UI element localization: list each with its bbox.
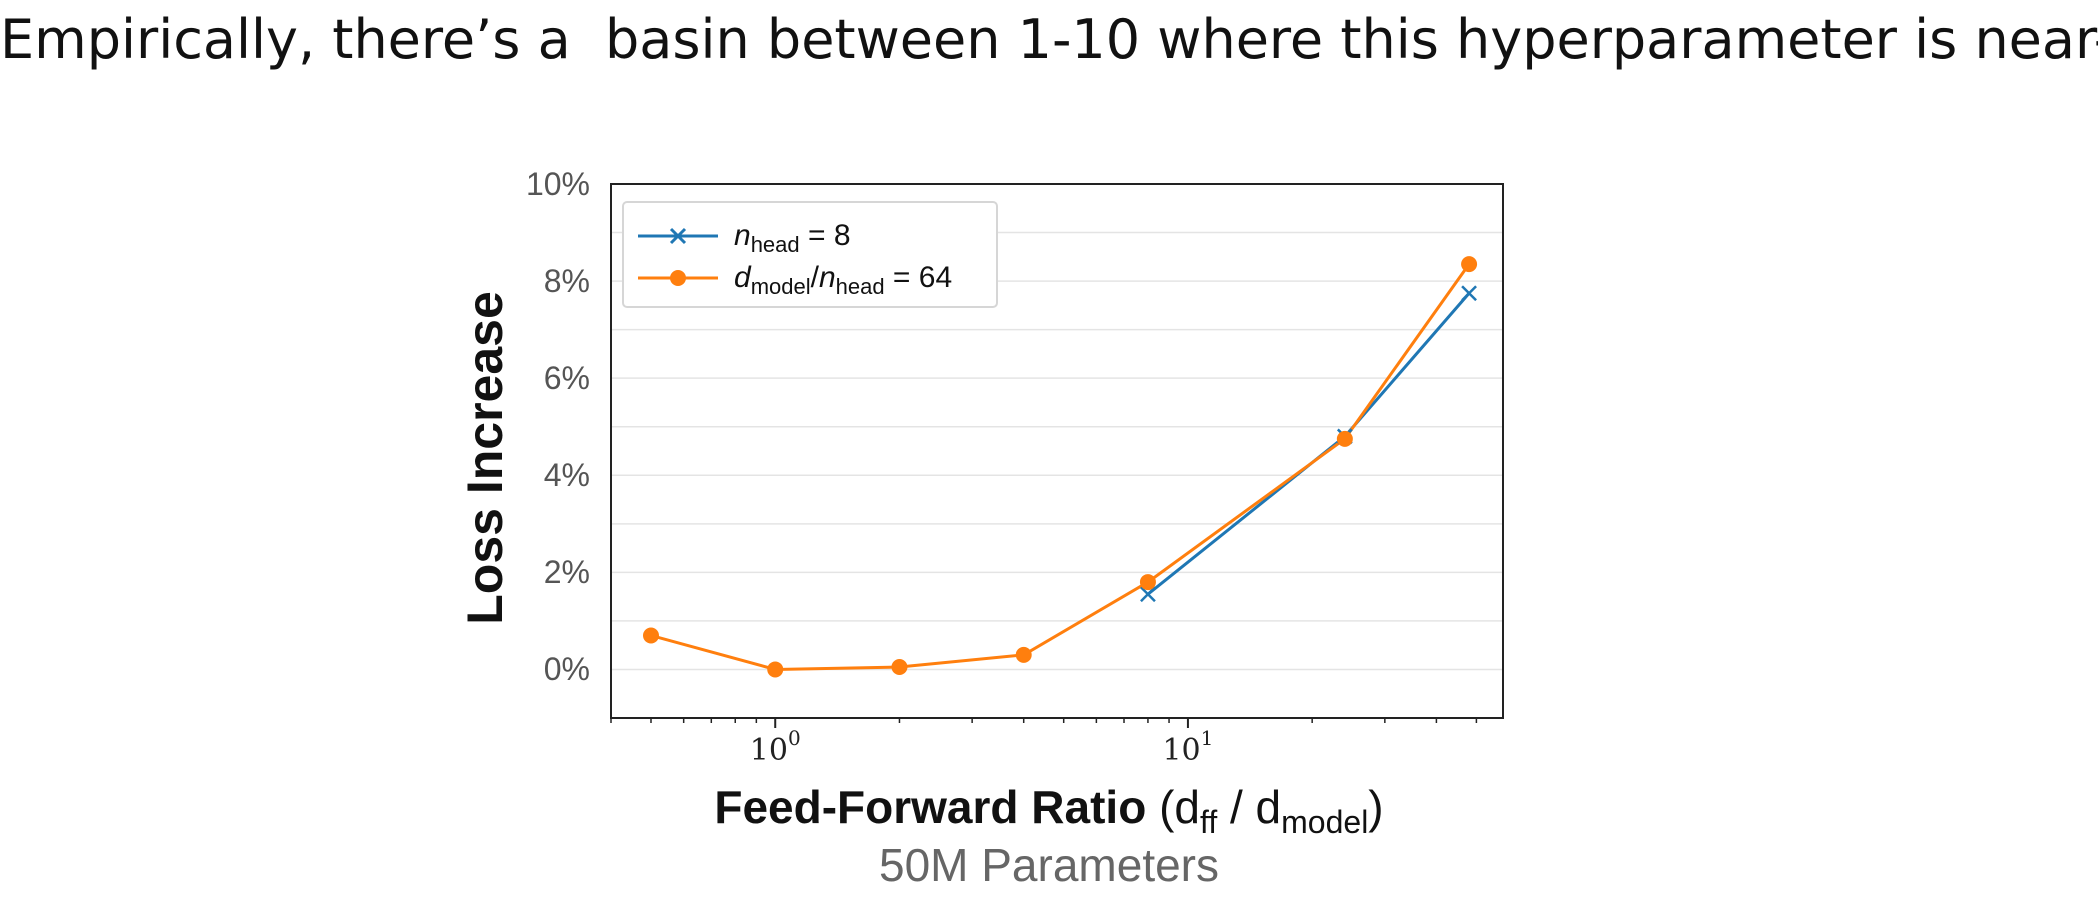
data-point: [891, 659, 908, 676]
legend-swatch-orange-circle: [638, 270, 718, 286]
y-tick-label: 4%: [543, 457, 590, 494]
x-axis-label: Feed-Forward Ratio (dff / dmodel): [714, 781, 1384, 841]
data-point: [642, 627, 659, 644]
legend-entry-nhead: nhead = 8: [638, 217, 988, 257]
x-tick-label: 100: [749, 726, 801, 768]
legend-label-ratio: dmodel/nhead = 64: [734, 261, 953, 299]
x-tick-label: 101: [1162, 726, 1214, 768]
data-point: [1461, 285, 1477, 302]
slide-title: Empirically, there’s a basin between 1-1…: [0, 8, 2098, 71]
legend-label-nhead: nhead = 8: [734, 219, 851, 257]
y-tick-label: 2%: [543, 554, 590, 591]
data-point: [1015, 646, 1032, 663]
chart-legend: nhead = 8 dmodel/nhead = 64: [622, 201, 998, 308]
series-line-0: [1146, 292, 1471, 596]
y-axis-label: Loss Increase: [457, 291, 513, 625]
y-tick-label: 10%: [525, 166, 590, 202]
series-line-1: [650, 263, 1471, 671]
legend-swatch-blue-x: [638, 227, 718, 245]
y-tick-label: 6%: [543, 360, 590, 397]
data-point: [1336, 430, 1353, 447]
data-point: [767, 661, 784, 678]
data-point: [1461, 256, 1478, 273]
legend-entry-ratio: dmodel/nhead = 64: [638, 259, 988, 299]
plot-frame: [610, 183, 1504, 719]
series-markers: [642, 256, 1478, 678]
data-point: [1140, 586, 1156, 603]
y-tick-label: 0%: [543, 651, 590, 688]
x-tick-marks: [610, 718, 1478, 728]
series-lines: [650, 263, 1471, 671]
data-point: [1139, 574, 1156, 591]
chart-subtitle: 50M Parameters: [878, 839, 1219, 891]
y-tick-label: 8%: [543, 263, 590, 300]
